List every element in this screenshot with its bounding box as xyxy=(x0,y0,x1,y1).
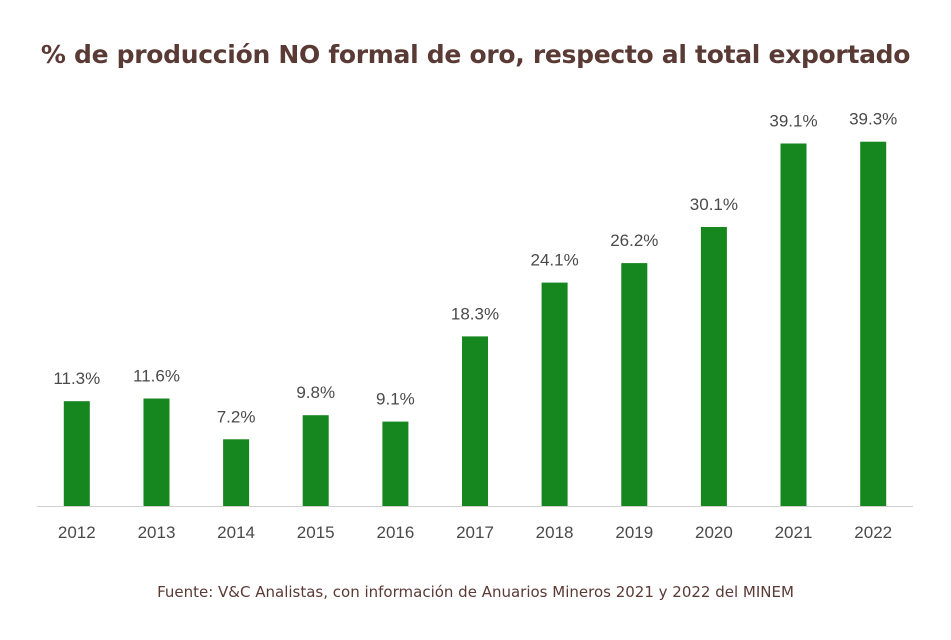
value-label-2015: 9.8% xyxy=(296,383,335,402)
value-label-2016: 9.1% xyxy=(376,390,415,409)
x-tick-labels-group: 2012 2013 2014 2015 2016 2017 2018 2019 2020 2021… xyxy=(58,523,892,542)
bar-2020 xyxy=(700,227,727,506)
x-tick-2021: 2021 xyxy=(775,523,813,542)
bars-group xyxy=(63,141,887,506)
value-label-2021: 39.1% xyxy=(769,112,817,131)
bar-2012 xyxy=(63,401,90,506)
bar-2015 xyxy=(302,415,329,506)
source-note: Fuente: V&C Analistas, con información d… xyxy=(157,583,794,601)
bar-2017 xyxy=(462,336,488,506)
x-tick-2018: 2018 xyxy=(536,523,574,542)
x-tick-2015: 2015 xyxy=(297,523,335,542)
x-tick-2013: 2013 xyxy=(138,523,176,542)
value-label-2017: 18.3% xyxy=(451,304,499,323)
bar-2014 xyxy=(223,439,250,506)
value-label-2022: 39.3% xyxy=(849,110,897,129)
value-label-2013: 11.6% xyxy=(133,367,180,386)
x-tick-2016: 2016 xyxy=(376,523,414,542)
value-label-2018: 24.1% xyxy=(530,251,578,270)
chart-title: % de producción NO formal de oro, respec… xyxy=(40,40,911,69)
bar-2019 xyxy=(621,263,648,506)
x-tick-2017: 2017 xyxy=(456,523,494,542)
x-tick-2019: 2019 xyxy=(615,523,653,542)
bar-2021 xyxy=(780,143,807,506)
x-tick-2014: 2014 xyxy=(217,523,255,542)
value-labels-group: 11.3% 11.6% 7.2% 9.8% 9.1% 18.3% 24.1% 26.2% 30.… xyxy=(53,110,897,427)
bar-2018 xyxy=(541,282,568,506)
value-label-2020: 30.1% xyxy=(690,195,738,214)
x-tick-2022: 2022 xyxy=(854,523,892,542)
bar-2022 xyxy=(860,141,887,506)
value-label-2019: 26.2% xyxy=(610,231,658,250)
bar-2016 xyxy=(382,421,409,506)
value-label-2014: 7.2% xyxy=(217,407,256,426)
bar-2013 xyxy=(143,398,170,506)
value-label-2012: 11.3% xyxy=(53,369,100,388)
x-tick-2020: 2020 xyxy=(695,523,733,542)
x-tick-2012: 2012 xyxy=(58,523,96,542)
